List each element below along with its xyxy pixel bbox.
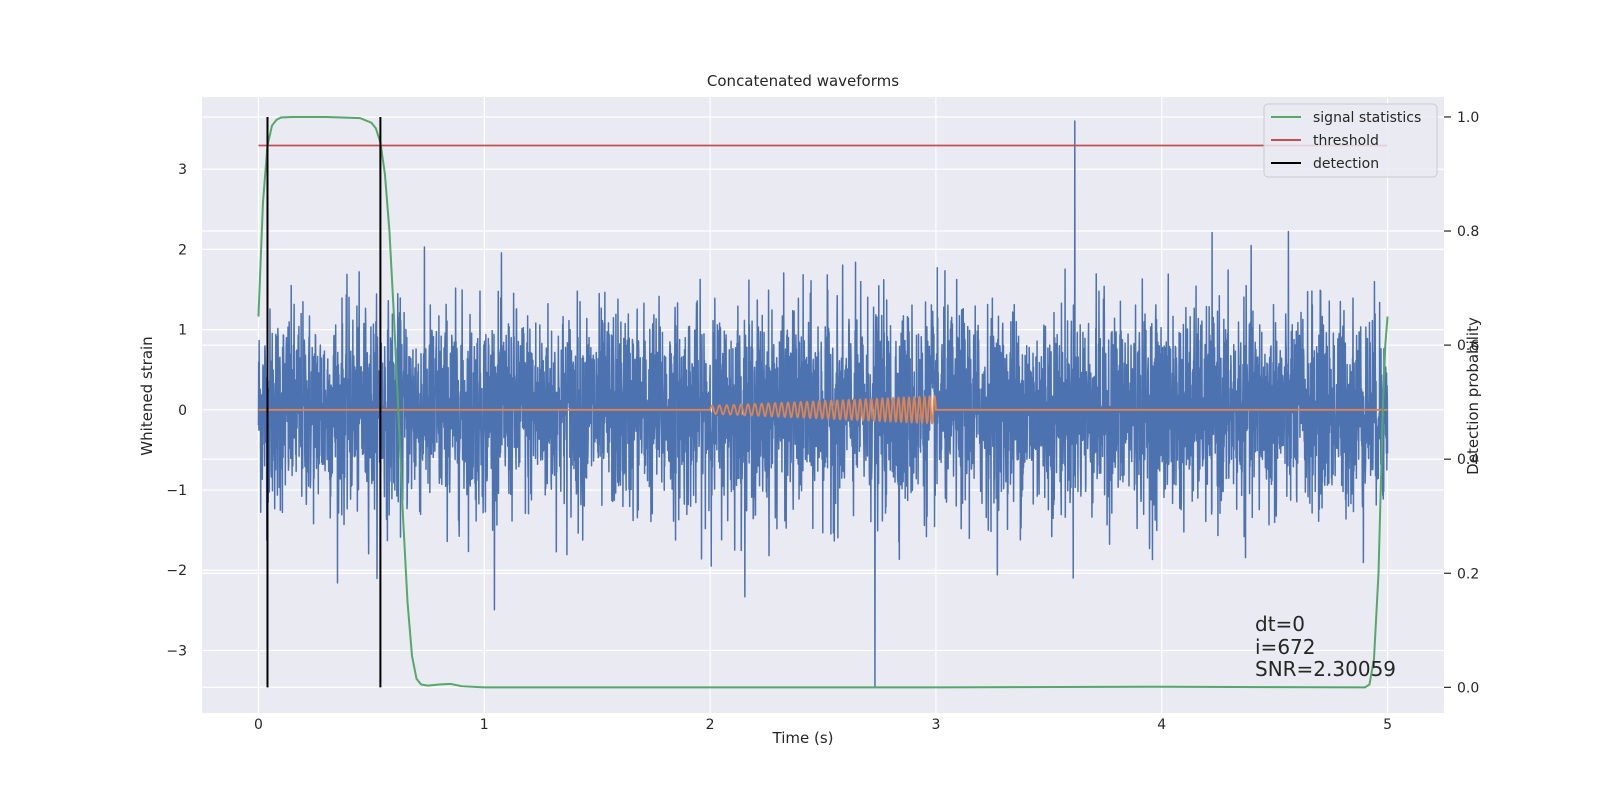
y-tick-label-1: −2 — [166, 563, 187, 579]
legend-label-0: signal statistics — [1313, 110, 1421, 126]
x-axis-label: Time (s) — [772, 729, 834, 747]
annotation-2: SNR=2.30059 — [1255, 657, 1396, 681]
x-tick-label-2: 2 — [706, 717, 715, 733]
y2-tick-label-2: 0.4 — [1457, 452, 1479, 468]
y2-axis-label: Detection probability — [1464, 317, 1482, 475]
x-tick-label-1: 1 — [480, 717, 489, 733]
legend-label-2: detection — [1313, 156, 1379, 172]
annotation-0: dt=0 — [1255, 612, 1305, 636]
noise-strain-line — [257, 120, 1389, 688]
signal-statistics-line — [257, 115, 1389, 689]
y-tick-label-3: 0 — [178, 403, 187, 419]
y2-tick-label-0: 0.0 — [1457, 680, 1479, 696]
y2-tick-label-3: 0.6 — [1457, 338, 1479, 354]
y-tick-label-2: −1 — [166, 483, 187, 499]
x-tick-label-3: 3 — [931, 717, 940, 733]
x-tick-label-5: 5 — [1383, 717, 1392, 733]
legend-label-1: threshold — [1313, 133, 1379, 149]
y-tick-label-5: 2 — [178, 242, 187, 258]
y-tick-label-4: 1 — [178, 323, 187, 339]
x-tick-label-0: 0 — [254, 717, 263, 733]
injected-waveform-line — [258, 394, 1388, 425]
chart-title: Concatenated waveforms — [707, 72, 899, 90]
annotation-1: i=672 — [1255, 635, 1316, 659]
y2-tick-label-5: 1.0 — [1457, 110, 1479, 126]
plot-clipped-group — [257, 115, 1389, 689]
legend: signal statistics threshold detection — [1263, 103, 1438, 178]
y2-tick-label-4: 0.8 — [1457, 224, 1479, 240]
y2-tick-label-1: 0.2 — [1457, 566, 1479, 582]
y-tick-label-0: −3 — [166, 643, 187, 659]
axis-ticks: 0 1 2 3 4 5 −3 −2 −1 0 1 2 3 0.0 0.2 0.4 0.6 0.8 1.0 — [166, 110, 1479, 733]
y-axis-label: Whitened strain — [138, 336, 156, 455]
legend-box — [1263, 103, 1438, 178]
x-tick-label-4: 4 — [1157, 717, 1166, 733]
y-tick-label-6: 3 — [178, 162, 187, 178]
plot-series — [257, 115, 1389, 689]
